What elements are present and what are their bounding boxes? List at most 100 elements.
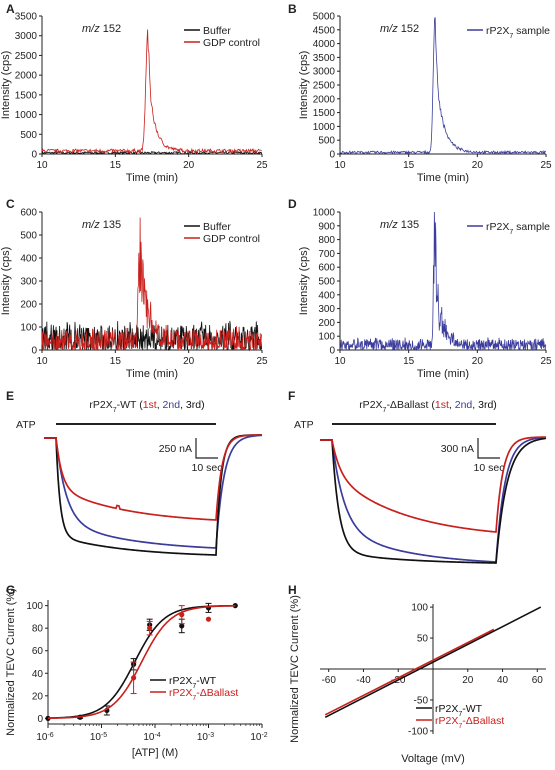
y-tick-label: 3000 [313,67,336,78]
scale-current-label: 250 nA [159,443,192,455]
y-tick-label: 100 [20,323,37,334]
y-tick-label: 20 [32,691,44,702]
y-tick-label: 100 [318,332,335,343]
y-tick-label: 700 [318,249,335,260]
y-tick-label: 100 [411,603,428,614]
legend-entry: rP2X7-ΔBallast [435,715,504,730]
series-line-buffer [41,150,263,156]
x-tick-label: 15 [403,356,415,367]
y-tick-label: 2000 [15,71,38,82]
y-tick-label: 800 [318,235,335,246]
scale-bar [195,438,218,459]
x-tick-label: 10 [36,356,48,367]
series-line-gdp-control [41,217,262,352]
scale-time-label: 10 sec [192,462,223,474]
legend-entry: rP2X7 sample [486,221,550,236]
iv-line-δballast [324,628,495,716]
y-tick-label: 500 [318,277,335,288]
scale-bar [477,438,500,459]
x-tick-label: 25 [540,160,552,171]
data-point [232,603,238,609]
x-tick-label: 20 [462,675,474,686]
y-tick-label: 40 [32,669,44,680]
current-trace-red [44,434,263,521]
y-tick-label: 1500 [313,108,336,119]
legend-entry: rP2X7-WT [435,703,483,718]
x-axis-label: Time (min) [417,172,469,184]
y-tick-label: 400 [318,290,335,301]
x-tick-label: 10-2 [250,732,267,744]
x-axis-label: Time (min) [126,172,178,184]
x-tick-label: 10-3 [197,732,214,744]
y-tick-label: 3500 [15,12,38,23]
legend-entry: GDP control [203,37,260,49]
y-axis-label: Intensity (cps) [0,51,12,119]
legend-entry: Buffer [203,221,231,233]
y-tick-label: 400 [20,254,37,265]
panel-letter-e: E [6,389,14,403]
y-axis-label: Normalized TEVC Current (%) [289,595,301,743]
x-tick-label: 10-6 [36,732,53,744]
panel-a: A 0 500 1000 1500 2000 2500 3000 3500 10 15 20 25 Tim… [0,2,268,184]
y-tick-label: 300 [318,304,335,315]
y-tick-label: 500 [318,136,335,147]
y-tick-label: 2500 [313,81,336,92]
legend-entry: Buffer [203,25,231,37]
x-axis-label: Time (min) [126,368,178,380]
panel-d: D 0 100 200 300 400 500 600 700 800 900 1000 10 15 20 2… [288,197,552,380]
mz-annotation: m/z 152 [380,23,419,35]
y-tick-label: 50 [417,634,429,645]
x-tick-label: 15 [110,160,122,171]
current-trace-black [320,437,547,564]
y-tick-label: 60 [32,646,44,657]
x-tick-label: 10 [334,356,346,367]
y-tick-label: 200 [20,300,37,311]
panel-g: G 0 20 40 60 80 100 10-6 10-5 10-4 10-3 10-2 [ATP] (… [5,583,268,759]
y-tick-label: 500 [20,130,37,141]
y-tick-label: 80 [32,624,44,635]
y-axis-label: Normalized TEVC Current (%) [5,588,17,736]
y-tick-label: 500 [20,231,37,242]
y-tick-label: 300 [20,277,37,288]
x-tick-label: 10-4 [143,732,160,744]
y-tick-label: 3500 [313,53,336,64]
panel-letter-b: B [288,2,297,16]
x-tick-label: 20 [183,356,195,367]
x-tick-label: 10 [36,160,48,171]
x-tick-label: 20 [183,160,195,171]
data-point [179,623,185,629]
x-axis-label: [ATP] (M) [132,747,178,759]
panel-letter-d: D [288,197,297,211]
x-tick-label: 10-5 [90,732,107,744]
legend-entry: rP2X7-ΔBallast [169,687,238,702]
y-tick-label: -50 [414,695,429,706]
y-tick-label: 0 [37,714,43,725]
x-tick-label: 40 [497,675,509,686]
y-tick-label: -100 [408,726,428,737]
trace-title: rP2X7-WT (1st, 2nd, 3rd) [89,399,204,414]
trace-title: rP2X7-ΔBallast (1st, 2nd, 3rd) [359,399,497,414]
y-tick-label: 1500 [15,90,38,101]
data-point [205,616,212,622]
y-tick-label: 5000 [313,12,336,23]
y-tick-label: 100 [26,601,43,612]
x-tick-label: 25 [256,356,268,367]
y-tick-label: 3000 [15,31,38,42]
y-tick-label: 900 [318,221,335,232]
y-axis-label: Intensity (cps) [298,247,310,315]
y-axis-label: Intensity (cps) [0,247,12,315]
scale-time-label: 10 sec [474,462,505,474]
y-tick-label: 200 [318,318,335,329]
y-tick-label: 0 [329,346,335,357]
x-tick-label: 10 [334,160,346,171]
y-tick-label: 1000 [15,110,38,121]
panel-letter-f: F [288,389,295,403]
x-tick-label: 15 [403,160,415,171]
y-tick-label: 0 [329,150,335,161]
y-tick-label: 1000 [313,208,336,219]
x-axis-label: Time (min) [417,368,469,380]
